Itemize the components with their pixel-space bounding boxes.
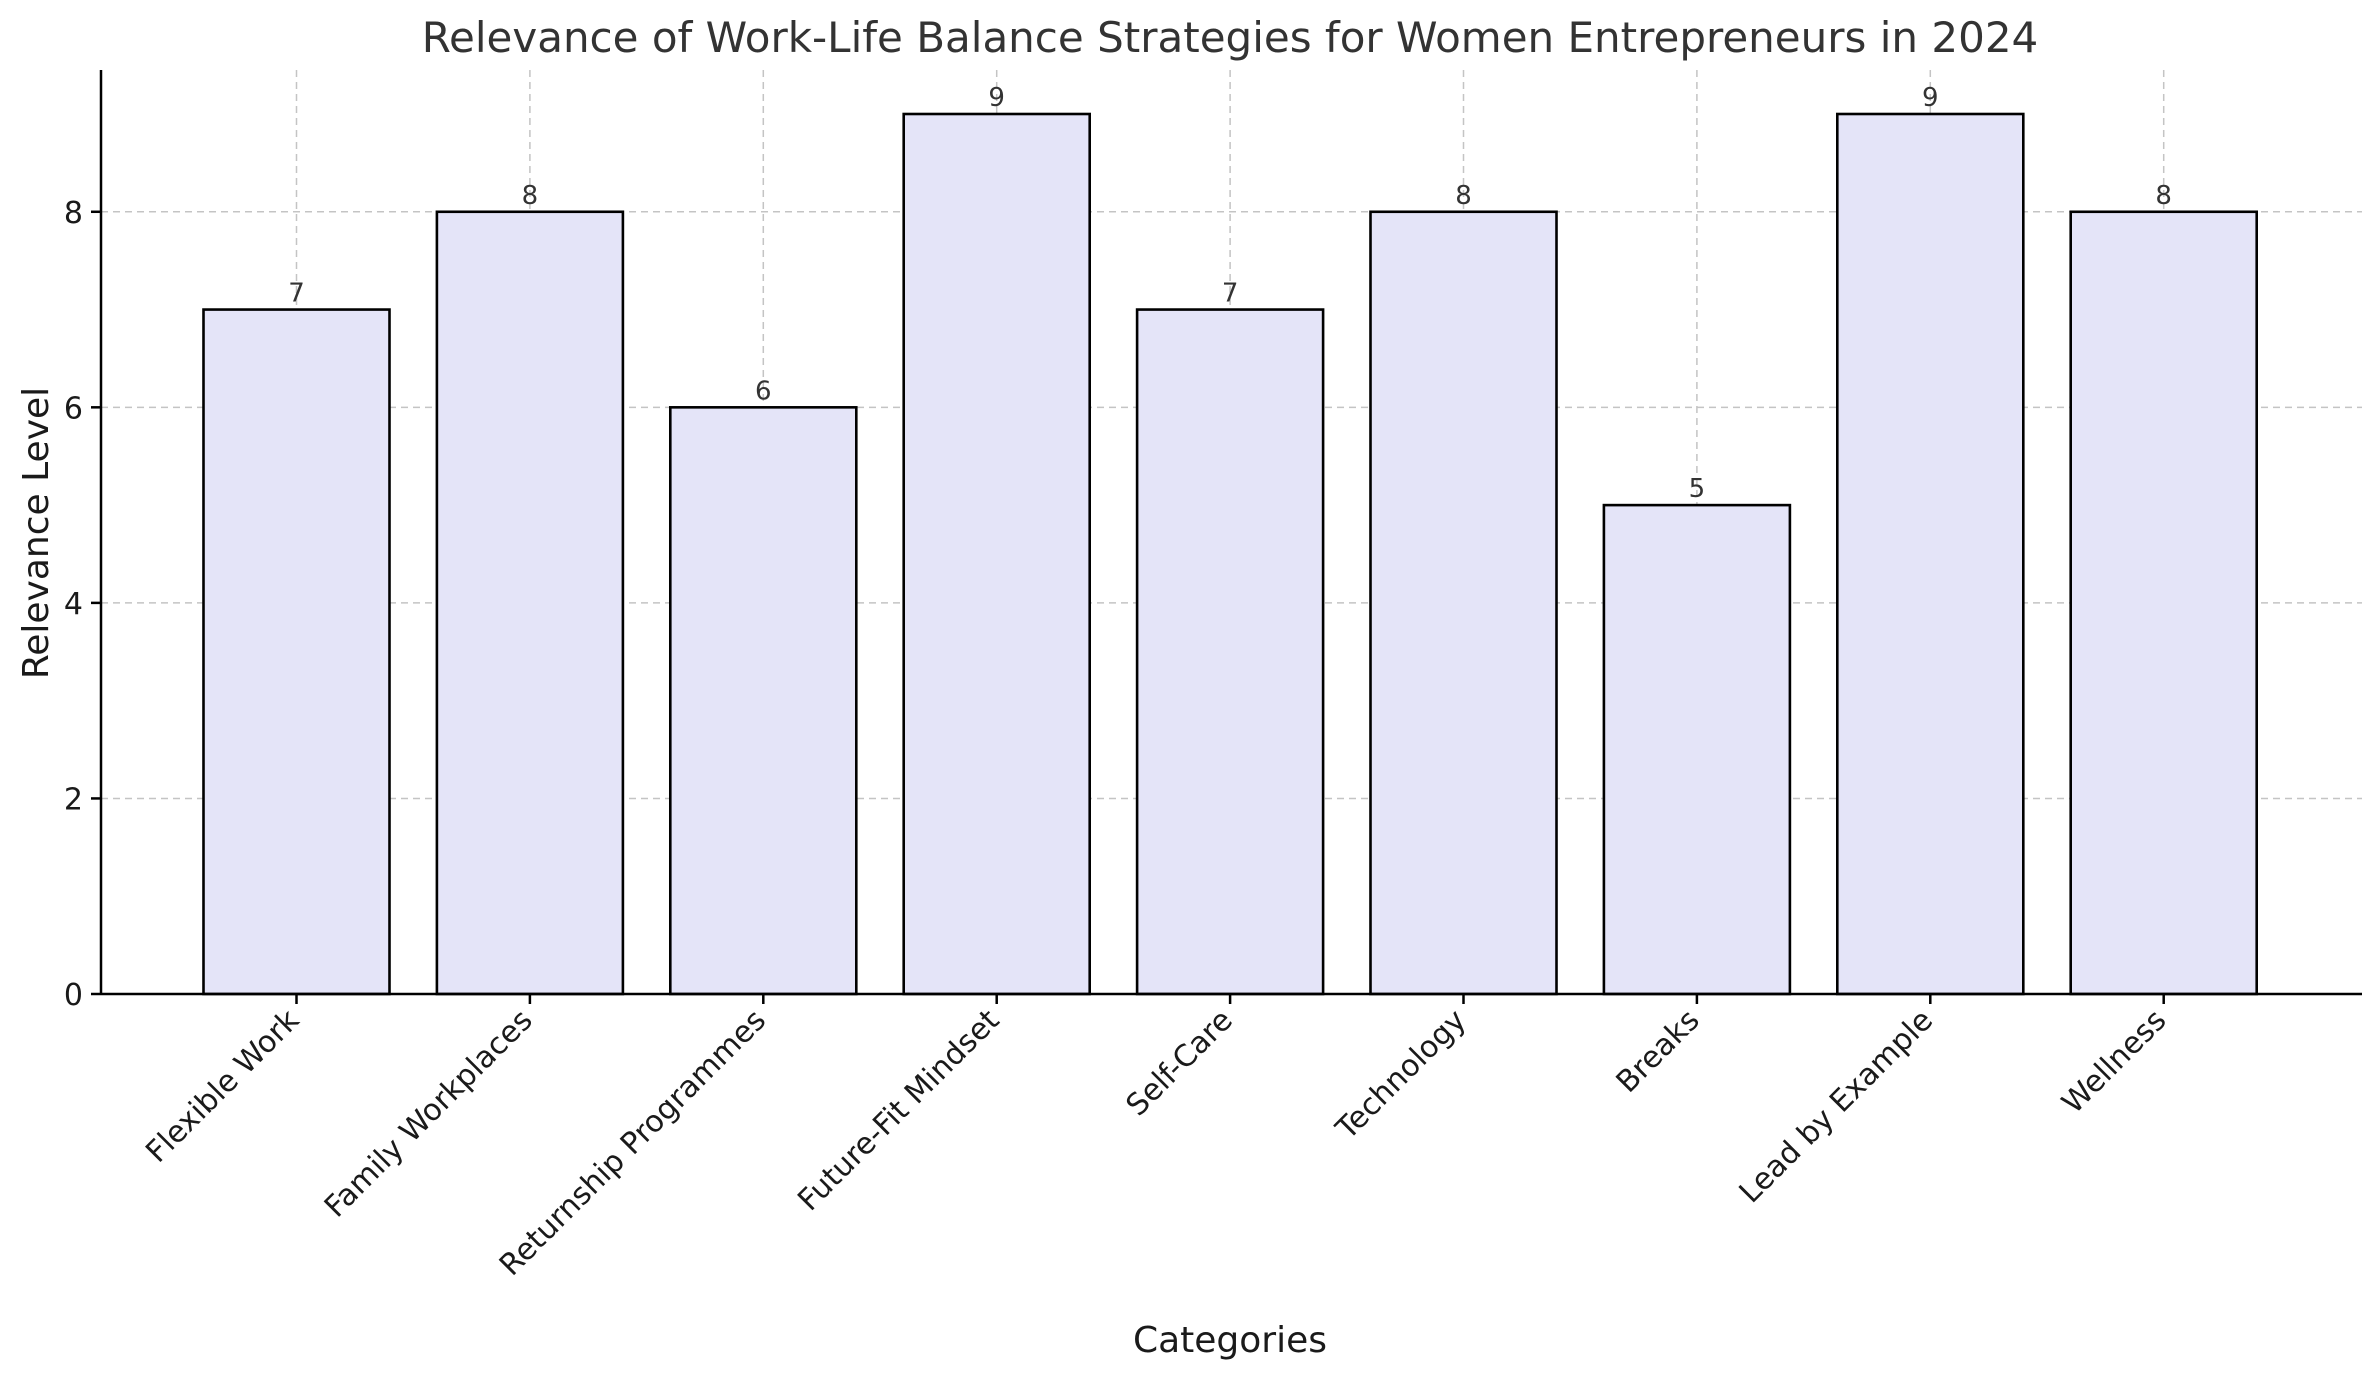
x-tick-label: Lead by Example	[1733, 1003, 1940, 1210]
bar	[1135, 308, 1325, 996]
bar	[1369, 210, 1558, 996]
x-axis-label: Categories	[1133, 1320, 1327, 1361]
y-tick-label: 8	[64, 196, 83, 231]
y-ticks: 0 2 4 6 8	[64, 196, 101, 1013]
bar-value-label: 7	[288, 279, 305, 309]
y-tick-label: 0	[64, 978, 83, 1013]
bar	[668, 406, 858, 996]
bar-value-label: 8	[522, 181, 539, 211]
y-tick-label: 4	[64, 587, 83, 622]
x-ticks: Flexible Work Family WorkplacesReturnship…	[139, 994, 2173, 1283]
bar-value-label: 8	[1455, 181, 1472, 211]
bar	[902, 112, 1092, 996]
y-axis-label: Relevance Level	[16, 387, 57, 679]
bar-value-label: 9	[988, 83, 1005, 113]
bar-value-label: 5	[1689, 474, 1706, 504]
bars: 7 8 6 9 7 8 5 9 8	[202, 83, 2258, 996]
bar-value-label: 7	[1222, 279, 1239, 309]
x-tick-label: Flexible Work	[139, 1002, 306, 1169]
bar-value-label: 9	[1922, 83, 1939, 113]
x-tick-label: Self-Care	[1120, 1003, 1240, 1123]
x-tick-label: Technology	[1329, 1003, 1473, 1147]
x-tick-label: Returnship Programmes	[493, 1003, 773, 1283]
y-tick-label: 6	[64, 391, 83, 426]
bar	[1602, 503, 1792, 996]
x-tick-label: Wellness	[2055, 1003, 2173, 1121]
bar-value-label: 8	[2155, 181, 2172, 211]
x-tick-label: Future-Fit Mindset	[791, 1003, 1006, 1218]
bar-value-label: 6	[755, 376, 772, 406]
x-tick-label: Breaks	[1610, 1003, 1707, 1100]
bar	[1836, 112, 2025, 996]
chart-title: Relevance of Work-Life Balance Strategie…	[422, 13, 2039, 62]
bar	[2069, 210, 2258, 996]
bar	[202, 308, 391, 996]
y-tick-label: 2	[64, 782, 83, 817]
x-tick-label: Family Workplaces	[318, 1003, 540, 1225]
bar	[435, 210, 625, 996]
axes	[99, 70, 2362, 996]
